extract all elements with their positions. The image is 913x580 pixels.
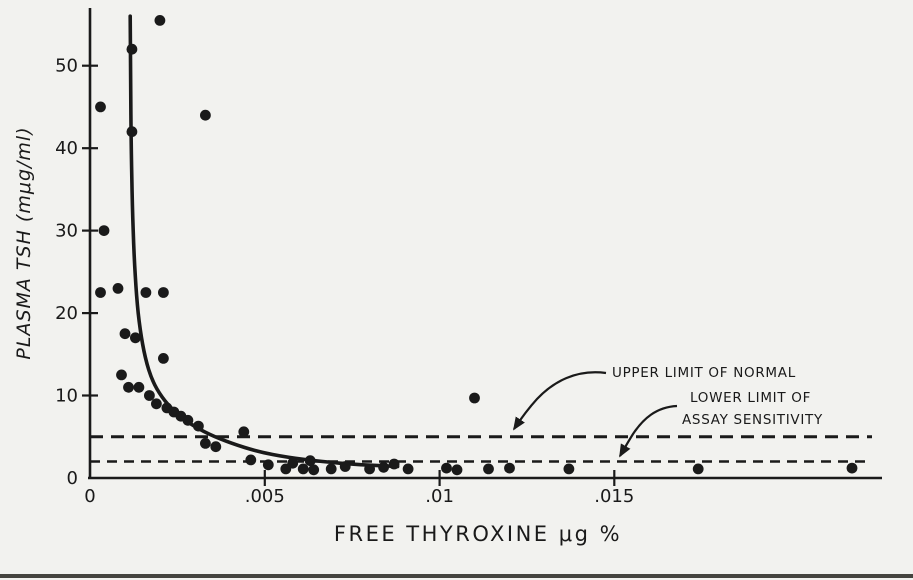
data-point: [119, 328, 131, 340]
y-tick-label: 0: [67, 468, 78, 489]
data-point: [441, 462, 452, 474]
data-point: [287, 457, 299, 469]
data-point: [339, 461, 351, 472]
upper-limit-label: UPPER LIMIT OF NORMAL: [612, 365, 796, 381]
data-point: [130, 332, 141, 344]
y-tick-label: 40: [55, 138, 78, 159]
data-point: [154, 15, 166, 26]
data-point: [193, 420, 204, 432]
data-point: [846, 462, 858, 474]
data-point: [126, 43, 138, 55]
data-point: [112, 283, 124, 294]
data-point: [210, 441, 222, 453]
data-point: [469, 392, 480, 404]
data-point: [451, 464, 463, 476]
data-point: [123, 381, 134, 393]
x-axis-label: FREE THYROXINE μg %: [334, 522, 622, 546]
data-point: [126, 126, 138, 138]
data-point: [304, 455, 316, 467]
data-point: [238, 426, 250, 438]
data-point: [116, 369, 127, 381]
plot-area: 0 10 20 30 40 50 0 .005 .01 .015: [55, 8, 882, 507]
data-point: [388, 458, 400, 470]
x-tick-label: .01: [425, 486, 454, 507]
fitted-curve: [128, 14, 400, 469]
data-point: [140, 287, 152, 298]
data-point: [262, 459, 274, 471]
y-tick-label: 30: [55, 221, 78, 242]
data-point: [245, 454, 257, 466]
data-point: [151, 398, 162, 410]
x-tick-label: .015: [594, 486, 634, 507]
data-point: [563, 463, 575, 475]
data-point: [200, 109, 211, 121]
data-point: [133, 381, 145, 393]
page-bottom-edge: [0, 574, 913, 578]
data-point: [364, 463, 375, 475]
data-point: [402, 463, 414, 475]
lower-limit-arrow: [619, 404, 678, 458]
x-tick-label: .005: [245, 486, 285, 507]
data-point: [95, 101, 106, 113]
lower-limit-label-line2: ASSAY SENSITIVITY: [682, 412, 823, 428]
data-point: [95, 287, 106, 298]
lower-limit-label-line1: LOWER LIMIT OF: [690, 390, 811, 406]
data-point: [692, 463, 704, 475]
data-point: [98, 225, 110, 237]
data-point: [308, 464, 320, 476]
y-tick-label: 20: [55, 303, 78, 324]
data-point: [182, 414, 194, 426]
x-tick-label: 0: [84, 486, 95, 507]
data-point: [483, 463, 494, 475]
upper-limit-arrow: [513, 371, 607, 431]
data-point: [144, 390, 155, 401]
y-axis-label: PLASMA TSH (mμg/ml): [13, 126, 35, 359]
data-point: [504, 462, 515, 474]
data-point: [325, 463, 337, 475]
data-point: [158, 353, 169, 364]
data-point: [378, 461, 389, 473]
y-tick-label: 50: [55, 56, 78, 77]
y-tick-label: 10: [55, 386, 78, 407]
data-point: [297, 463, 309, 475]
data-point: [158, 287, 169, 298]
data-point: [200, 438, 211, 449]
